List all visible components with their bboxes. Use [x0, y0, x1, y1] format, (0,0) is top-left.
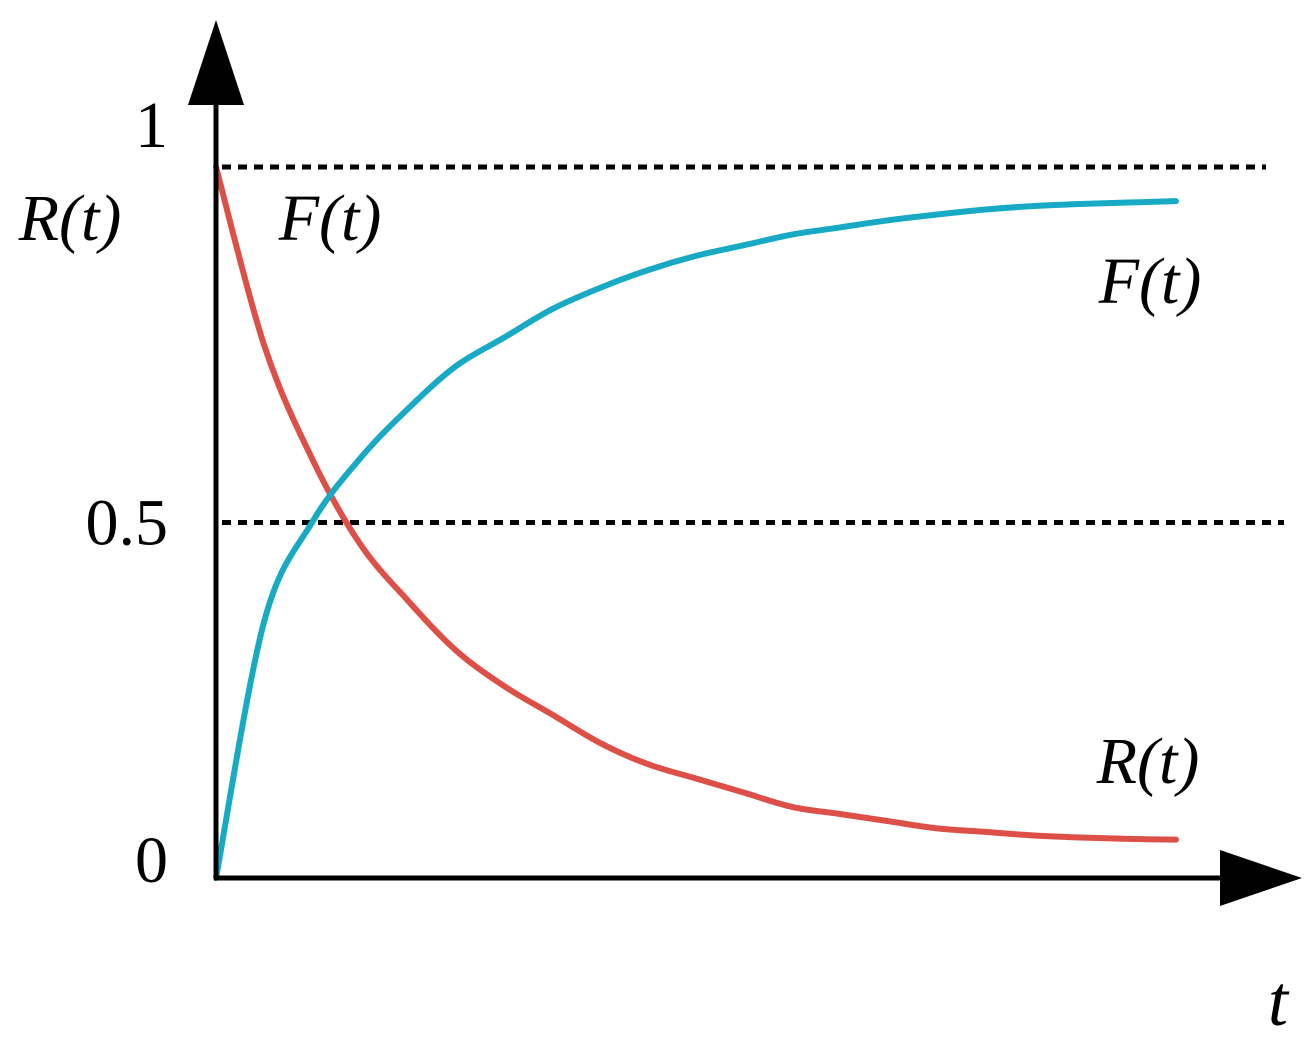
x-axis-label: t	[1268, 961, 1290, 1041]
y-axis-label-reliability: R(t)	[18, 182, 122, 255]
y-axis-arrowhead	[188, 20, 244, 105]
axes	[188, 20, 1302, 906]
y-tick-labels: 00.51	[86, 89, 169, 897]
y-axis-label-failure: F(t)	[278, 182, 382, 255]
y-tick-label: 0	[135, 824, 168, 897]
x-axis-arrowhead	[1220, 850, 1302, 906]
annotation-reliability-curve: R(t)	[1096, 725, 1200, 798]
series-line-failure	[213, 198, 1179, 881]
y-tick-label: 0.5	[86, 487, 169, 560]
reference-lines	[222, 164, 1284, 525]
series-layer	[213, 164, 1179, 881]
annotation-failure-curve: F(t)	[1098, 245, 1202, 318]
y-tick-label: 1	[135, 89, 168, 162]
series-line-reliability	[213, 164, 1179, 843]
